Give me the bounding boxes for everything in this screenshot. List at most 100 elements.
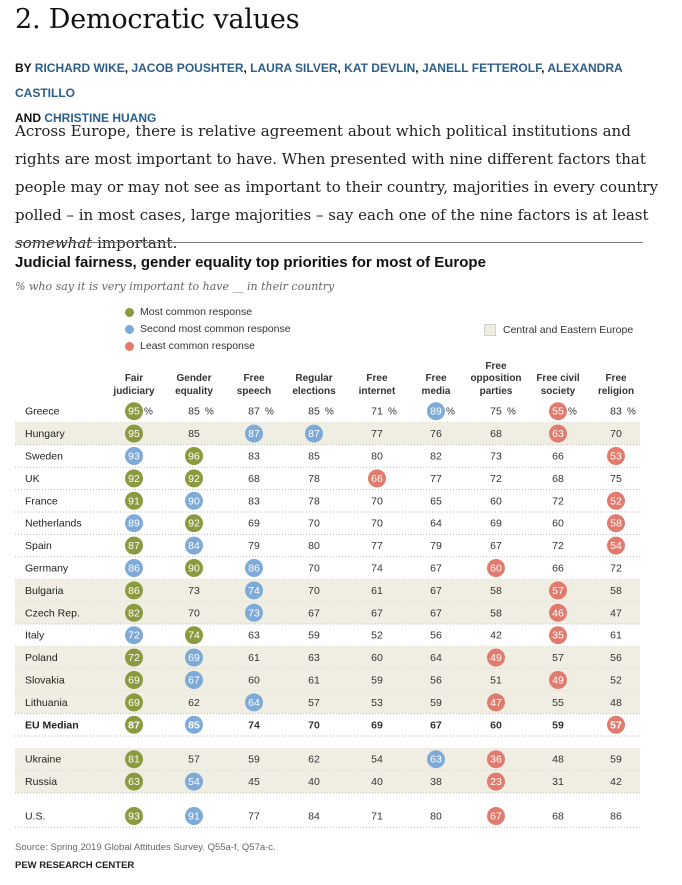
- value-label: 57: [610, 719, 622, 731]
- value-label: 69: [490, 518, 502, 530]
- value-label: 72: [490, 473, 502, 485]
- value-dot-second: [245, 559, 263, 577]
- value-label: 80: [308, 540, 320, 552]
- value-dot-least: [549, 671, 567, 689]
- value-label: 61: [308, 675, 320, 687]
- intro-emphasis: somewhat: [15, 234, 93, 252]
- byline-and: AND: [15, 111, 41, 125]
- country-label: Ukraine: [25, 754, 61, 766]
- intro-text-end: important.: [92, 234, 178, 252]
- byline-prefix: BY: [15, 61, 32, 75]
- region-band: [15, 748, 640, 771]
- value-label: 60: [490, 719, 502, 731]
- value-dot-most: [125, 772, 143, 791]
- percent-sign: %: [446, 407, 455, 418]
- value-label: 63: [430, 754, 442, 766]
- value-dot-second: [185, 491, 203, 510]
- country-label: Poland: [25, 652, 58, 664]
- region-band: [15, 646, 640, 669]
- value-label: 57: [308, 697, 320, 709]
- value-label: 60: [248, 675, 260, 687]
- value-dot-least: [549, 424, 567, 443]
- value-label: 85: [308, 406, 320, 418]
- value-label: 70: [308, 719, 320, 731]
- value-dot-most: [125, 581, 143, 600]
- value-label: 70: [371, 518, 383, 530]
- value-label: 70: [188, 607, 200, 619]
- value-label: 46: [552, 607, 564, 619]
- value-label: 63: [128, 776, 140, 788]
- value-label: 58: [490, 585, 502, 597]
- country-label: Russia: [25, 776, 57, 788]
- author-link[interactable]: JANELL FETTEROLF: [421, 61, 542, 75]
- value-label: 69: [128, 675, 140, 687]
- value-dot-most: [125, 715, 143, 734]
- value-label: 67: [430, 563, 442, 575]
- value-dot-second: [245, 424, 263, 443]
- value-label: 64: [430, 518, 442, 530]
- value-label: 47: [610, 607, 622, 619]
- value-label: 66: [552, 451, 564, 463]
- value-label: 68: [552, 473, 564, 485]
- column-header: Free opposition parties: [470, 360, 522, 397]
- value-label: 85: [308, 451, 320, 463]
- value-label: 52: [610, 495, 622, 507]
- author-link[interactable]: KAT DEVLIN: [344, 61, 416, 75]
- value-label: 82: [128, 607, 140, 619]
- value-dot-second: [245, 603, 263, 622]
- column-header: Free speech: [236, 373, 272, 397]
- value-label: 66: [371, 473, 383, 485]
- value-dot-most: [125, 424, 143, 443]
- value-label: 60: [371, 652, 383, 664]
- value-label: 81: [128, 754, 140, 766]
- region-band: [15, 601, 640, 624]
- value-label: 86: [610, 811, 622, 823]
- value-label: 86: [248, 563, 260, 575]
- author-link[interactable]: ALEXANDRA CASTILLO: [15, 61, 623, 100]
- value-dot-least: [607, 514, 625, 533]
- value-label: 53: [371, 697, 383, 709]
- author-link[interactable]: JACOB POUSHTER: [131, 61, 244, 75]
- value-label: 48: [610, 697, 622, 709]
- value-dot-least: [607, 491, 625, 510]
- value-label: 87: [128, 540, 140, 552]
- legend-second: Second most common response: [125, 323, 291, 335]
- region-band: [15, 422, 640, 445]
- value-label: 35: [552, 630, 564, 642]
- value-label: 67: [371, 607, 383, 619]
- value-label: 83: [248, 495, 260, 507]
- value-label: 68: [552, 811, 564, 823]
- value-dot-least: [549, 581, 567, 600]
- value-label: 85: [188, 428, 200, 440]
- value-dot-second: [125, 447, 143, 465]
- column-header: Free media: [421, 373, 451, 397]
- value-label: 55: [552, 406, 564, 418]
- value-dot-most: [125, 671, 143, 689]
- value-label: 72: [552, 540, 564, 552]
- country-label: Hungary: [25, 428, 65, 440]
- byline: BY RICHARD WIKE, JACOB POUSHTER, LAURA S…: [15, 61, 623, 125]
- author-link[interactable]: LAURA SILVER: [250, 61, 338, 75]
- value-label: 71: [371, 406, 383, 418]
- value-dot-most: [185, 559, 203, 577]
- country-label: France: [25, 495, 58, 507]
- value-label: 69: [128, 697, 140, 709]
- value-label: 92: [188, 473, 200, 485]
- value-label: 74: [248, 585, 260, 597]
- value-label: 77: [248, 811, 260, 823]
- value-label: 57: [188, 754, 200, 766]
- source-note: Source: Spring 2019 Global Attitudes Sur…: [15, 842, 276, 853]
- value-label: 40: [308, 776, 320, 788]
- value-label: 52: [371, 630, 383, 642]
- value-dot-least: [487, 750, 505, 769]
- value-label: 91: [188, 811, 200, 823]
- value-label: 84: [308, 811, 320, 823]
- value-dot-most: [125, 648, 143, 667]
- author-link[interactable]: RICHARD WIKE: [34, 61, 125, 75]
- value-label: 85: [188, 719, 200, 731]
- author-link[interactable]: CHRISTINE HUANG: [44, 111, 157, 125]
- value-label: 82: [430, 451, 442, 463]
- value-label: 95: [128, 428, 140, 440]
- value-label: 87: [308, 428, 320, 440]
- country-label: U.S.: [25, 811, 45, 823]
